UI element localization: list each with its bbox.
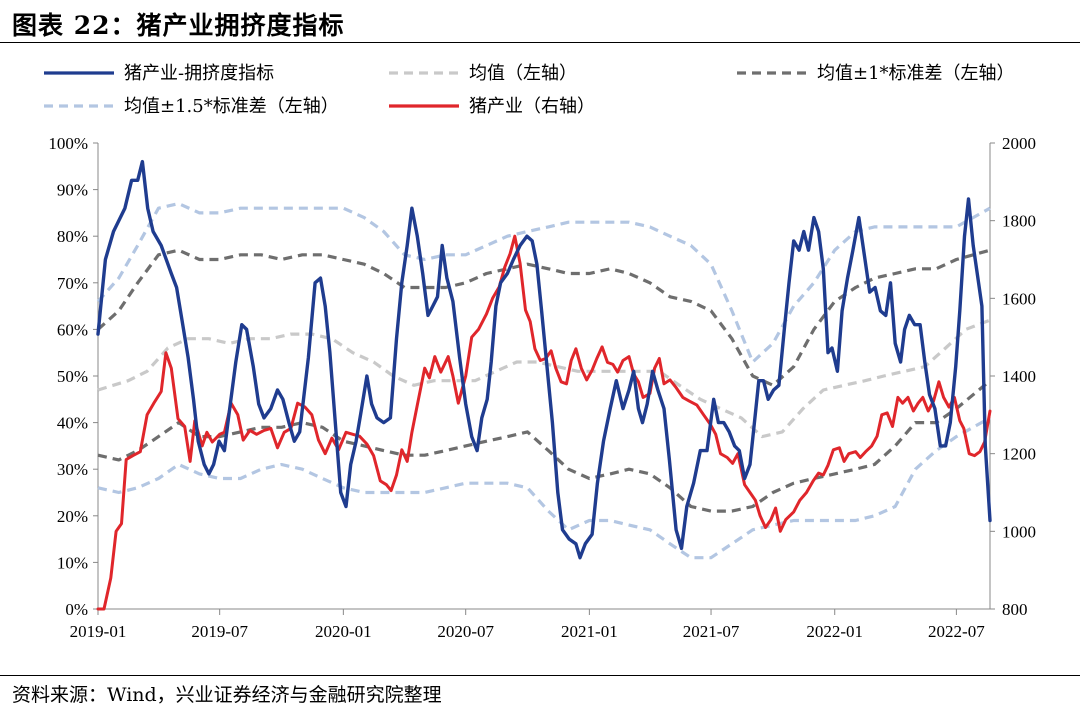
figure-title: 图表 22：猪产业拥挤度指标	[12, 11, 345, 40]
y-left-tick-label: 60%	[57, 320, 88, 339]
y-left-tick-label: 40%	[57, 414, 88, 433]
x-tick-label: 2021-01	[561, 622, 618, 641]
y-left-tick-label: 100%	[48, 134, 88, 153]
y-left-tick-label: 70%	[57, 274, 88, 293]
axes: 0% 10% 20% 30% 40% 50% 60% 70% 80% 90% 100% 800 1000…	[48, 134, 1036, 641]
x-tick-label: 2022-01	[806, 622, 863, 641]
series-line-band1-lower	[97, 379, 992, 513]
y-right-tick-label: 800	[1002, 600, 1028, 619]
legend-label: 猪产业（右轴）	[469, 96, 595, 117]
y-right-tick-label: 1000	[1002, 522, 1036, 541]
x-tick-label: 2022-07	[928, 622, 985, 641]
y-right-tick-label: 1400	[1002, 367, 1036, 386]
x-tick-label: 2020-07	[437, 622, 494, 641]
legend-label: 均值±1*标准差（左轴）	[817, 63, 1015, 84]
y-left-tick-label: 80%	[57, 227, 88, 246]
y-left-tick-label: 30%	[57, 460, 88, 479]
y-left-tick-label: 90%	[57, 181, 88, 200]
x-tick-label: 2019-01	[70, 622, 127, 641]
title-rule	[0, 42, 1080, 43]
legend: 猪产业-拥挤度指标 均值（左轴） 均值±1*标准差（左轴） 均值±1.5*标准差（左轴…	[44, 63, 1015, 117]
y-left-tick-label: 20%	[57, 507, 88, 526]
series-line-crowding	[96, 159, 992, 560]
source-note: 资料来源：Wind，兴业证券经济与金融研究院整理	[12, 684, 442, 706]
y-left-tick-label: 0%	[65, 600, 88, 619]
series-line-band1-upper	[96, 248, 991, 387]
source-rule	[0, 675, 1080, 676]
y-right-tick-label: 1600	[1002, 289, 1036, 308]
x-tick-label: 2021-07	[683, 622, 740, 641]
x-tick-label: 2020-01	[315, 622, 372, 641]
series-line-band15-upper	[96, 202, 991, 364]
x-tick-label: 2019-07	[191, 622, 248, 641]
legend-label: 均值±1.5*标准差（左轴）	[124, 96, 339, 117]
series-lines	[96, 159, 992, 611]
y-left-tick-label: 10%	[57, 553, 88, 572]
y-right-tick-label: 2000	[1002, 134, 1036, 153]
legend-label: 猪产业-拥挤度指标	[124, 63, 274, 84]
legend-label: 均值（左轴）	[469, 63, 577, 84]
y-right-tick-label: 1200	[1002, 445, 1036, 464]
series-line-industry	[96, 234, 992, 611]
y-left-tick-label: 50%	[57, 367, 88, 386]
y-right-tick-label: 1800	[1002, 212, 1036, 231]
series-line-band15-lower	[97, 416, 991, 560]
